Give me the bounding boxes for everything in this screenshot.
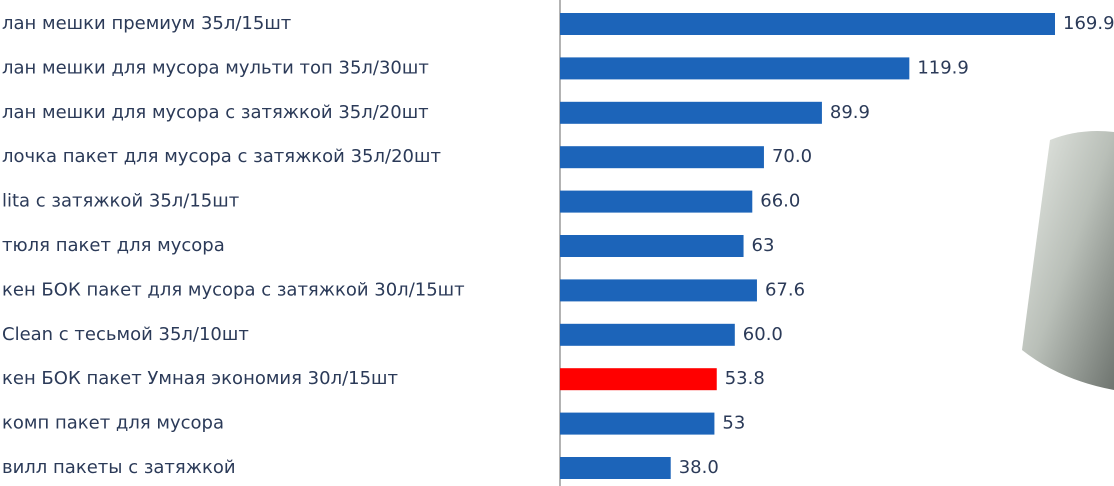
bar [560,413,714,435]
category-label: лан мешки для мусора мульти топ 35л/30шт [2,57,429,78]
bar [560,235,744,257]
product-image [1022,131,1114,390]
category-label: вилл пакеты с затяжкой [2,457,236,478]
bar [560,368,717,390]
bar [560,13,1055,35]
bar [560,324,735,346]
value-label: 89.9 [830,102,870,123]
category-label: комп пакет для мусора [2,413,224,434]
bar [560,191,752,213]
value-label: 66.0 [760,191,800,212]
bar [560,57,909,79]
value-label: 119.9 [917,57,969,78]
category-label: тюля пакет для мусора [2,235,225,256]
value-label: 70.0 [772,146,812,167]
category-label: лочка пакет для мусора с затяжкой 35л/20… [2,146,441,167]
bar [560,457,671,479]
category-label: lita с затяжкой 35л/15шт [2,191,239,212]
category-label: кен БОК пакет Умная экономия 30л/15шт [2,368,398,389]
category-label: кен БОК пакет для мусора с затяжкой 30л/… [2,279,465,300]
value-label: 53 [722,413,745,434]
bar [560,146,764,168]
bar [560,279,757,301]
chart: лан мешки премиум 35л/15шт 169.9 лан мешки… [0,0,1114,486]
value-label: 67.6 [765,279,805,300]
category-label: лан мешки для мусора с затяжкой 35л/20шт [2,102,429,123]
value-label: 169.9 [1063,13,1114,34]
value-label: 63 [752,235,775,256]
category-label: Clean с тесьмой 35л/10шт [2,324,249,345]
category-label: лан мешки премиум 35л/15шт [2,13,291,34]
value-label: 53.8 [725,368,765,389]
bar [560,102,822,124]
value-label: 38.0 [679,457,719,478]
value-label: 60.0 [743,324,783,345]
